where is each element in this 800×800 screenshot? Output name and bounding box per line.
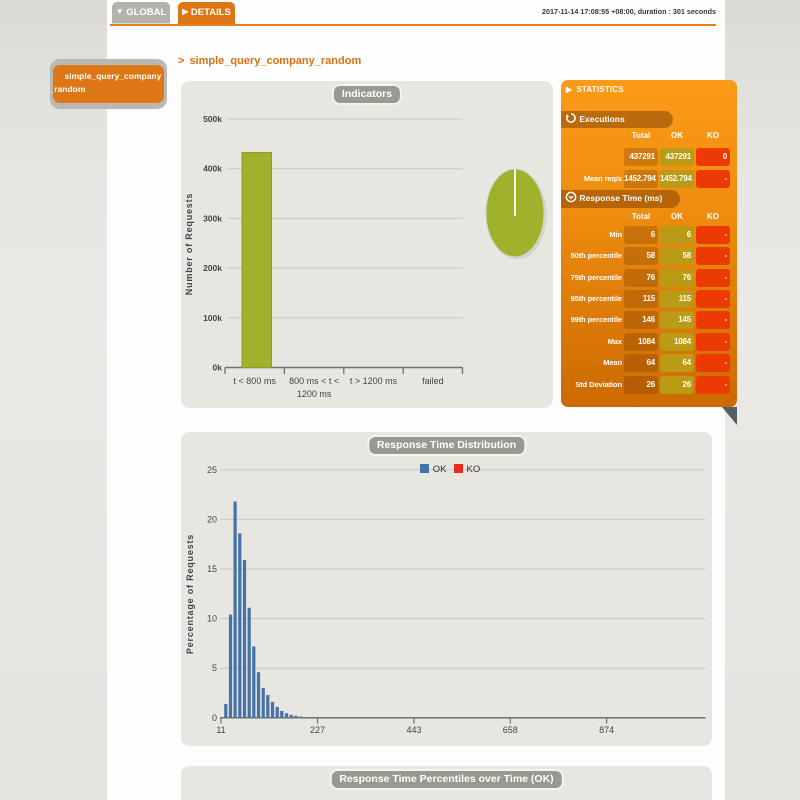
svg-text:0k: 0k [213,363,223,373]
svg-text:874: 874 [599,725,614,735]
svg-text:10: 10 [207,614,217,624]
svg-text:443: 443 [406,725,421,735]
svg-text:800 ms < t <: 800 ms < t < [289,376,339,386]
svg-text:500k: 500k [203,114,222,124]
svg-text:Percentage of Requests: Percentage of Requests [185,534,195,654]
svg-text:t > 1200 ms: t > 1200 ms [350,376,398,386]
svg-text:failed: failed [422,376,444,386]
svg-text:Number of Requests: Number of Requests [184,193,194,295]
svg-text:0: 0 [212,713,217,723]
svg-text:11: 11 [216,725,225,735]
svg-text:15: 15 [207,564,217,574]
svg-text:227: 227 [310,725,325,735]
svg-text:100k: 100k [203,313,222,323]
svg-text:20: 20 [207,514,217,524]
svg-text:5: 5 [212,663,217,673]
svg-text:200k: 200k [203,263,222,273]
svg-text:300k: 300k [203,213,222,223]
svg-text:1200 ms: 1200 ms [297,389,332,399]
svg-text:25: 25 [207,465,217,475]
svg-text:t < 800 ms: t < 800 ms [234,376,277,386]
svg-text:400k: 400k [203,164,222,174]
svg-text:658: 658 [503,725,518,735]
